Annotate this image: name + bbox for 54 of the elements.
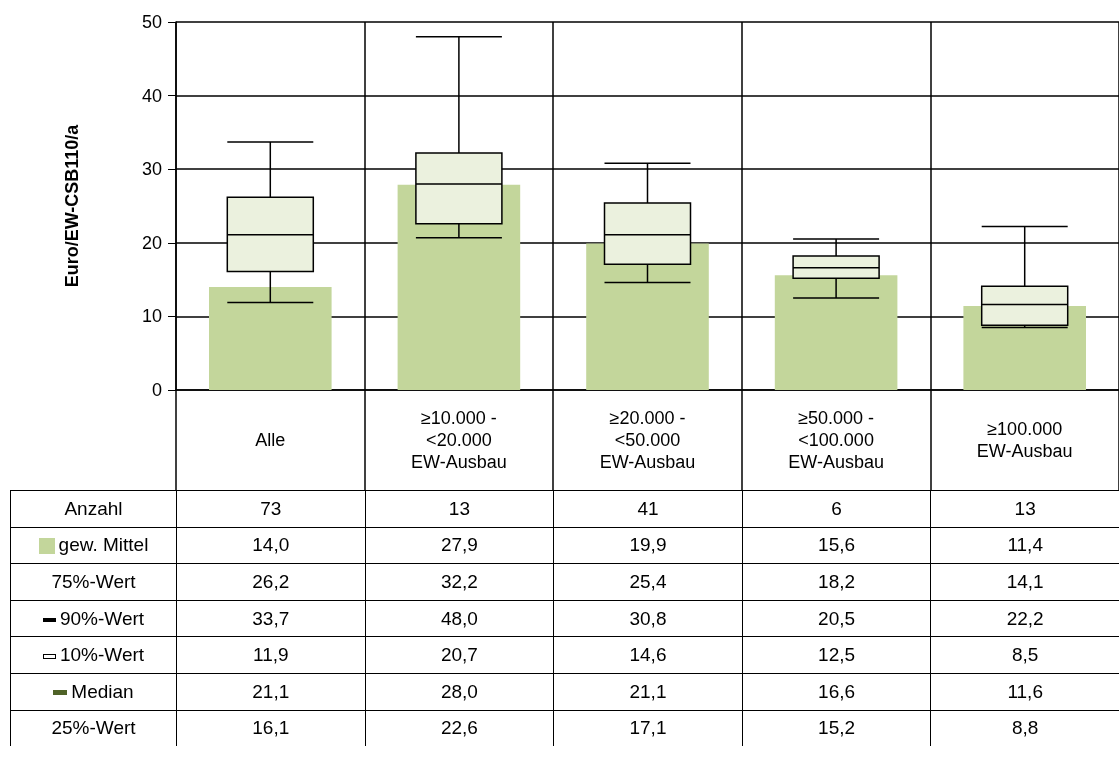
text: 14,1	[930, 563, 1119, 600]
text: 10%-Wert	[58, 644, 145, 667]
text: 16,6	[741, 673, 931, 710]
data-label: 15,6	[741, 526, 931, 564]
text: 41	[553, 490, 742, 527]
text: 21,1	[176, 673, 365, 710]
text: 33,7	[176, 599, 365, 637]
text: 22,6	[364, 709, 554, 747]
text: 11,9	[176, 636, 365, 673]
text: 21,1	[553, 673, 742, 710]
text: 16,1	[176, 709, 365, 747]
text: 18,2	[741, 563, 931, 600]
data-label: 11,4	[930, 526, 1119, 564]
y-axis-title: Euro/EW-CSB110/a	[62, 123, 82, 288]
text: 25,4	[553, 563, 742, 600]
text: 8,8	[930, 709, 1119, 747]
text: 30,8	[553, 599, 742, 637]
text: 12,5	[741, 636, 931, 673]
y-tick-label: 30	[141, 159, 162, 180]
x-tick-label: ≥50.000 - <100.000 EW-Ausbau	[788, 408, 884, 472]
text: 20,5	[741, 599, 931, 637]
text: 13	[364, 490, 554, 527]
text: Anzahl	[64, 497, 123, 520]
text: 28,0	[364, 673, 554, 710]
x-tick-label: Alle	[255, 430, 286, 450]
y-tick-label: 10	[141, 306, 162, 327]
y-tick-label: 0	[151, 380, 162, 400]
text: 25%-Wert	[51, 717, 136, 740]
data-label: 14,0	[176, 526, 365, 564]
text: 14,6	[553, 636, 742, 673]
data-label: 27,9	[364, 526, 554, 564]
legend-label: gew. Mittel	[57, 534, 149, 557]
x-tick-label: ≥10.000 - <20.000 EW-Ausbau	[411, 408, 507, 472]
text: 11,6	[930, 673, 1119, 710]
y-tick-label: 40	[141, 85, 162, 106]
text: 13	[930, 490, 1119, 527]
y-tick-label: 20	[141, 232, 162, 253]
text: 75%-Wert	[51, 570, 136, 593]
text: 6	[741, 490, 931, 527]
text: 26,2	[176, 563, 365, 600]
text: 15,2	[741, 709, 931, 747]
text: 32,2	[364, 563, 554, 600]
text: 8,5	[930, 636, 1119, 673]
text: 20,7	[364, 636, 554, 673]
text: Median	[70, 680, 134, 703]
text: 90%-Wert	[58, 607, 145, 630]
y-tick-label: 50	[141, 12, 162, 32]
text: 73	[176, 490, 365, 527]
x-tick-label: ≥20.000 - <50.000 EW-Ausbau	[599, 408, 696, 472]
text: 22,2	[930, 599, 1119, 637]
data-label: 19,9	[553, 526, 742, 564]
text: 17,1	[553, 709, 742, 747]
text: 48,0	[364, 599, 554, 637]
x-tick-label: ≥100.000 EW-Ausbau	[976, 419, 1073, 461]
